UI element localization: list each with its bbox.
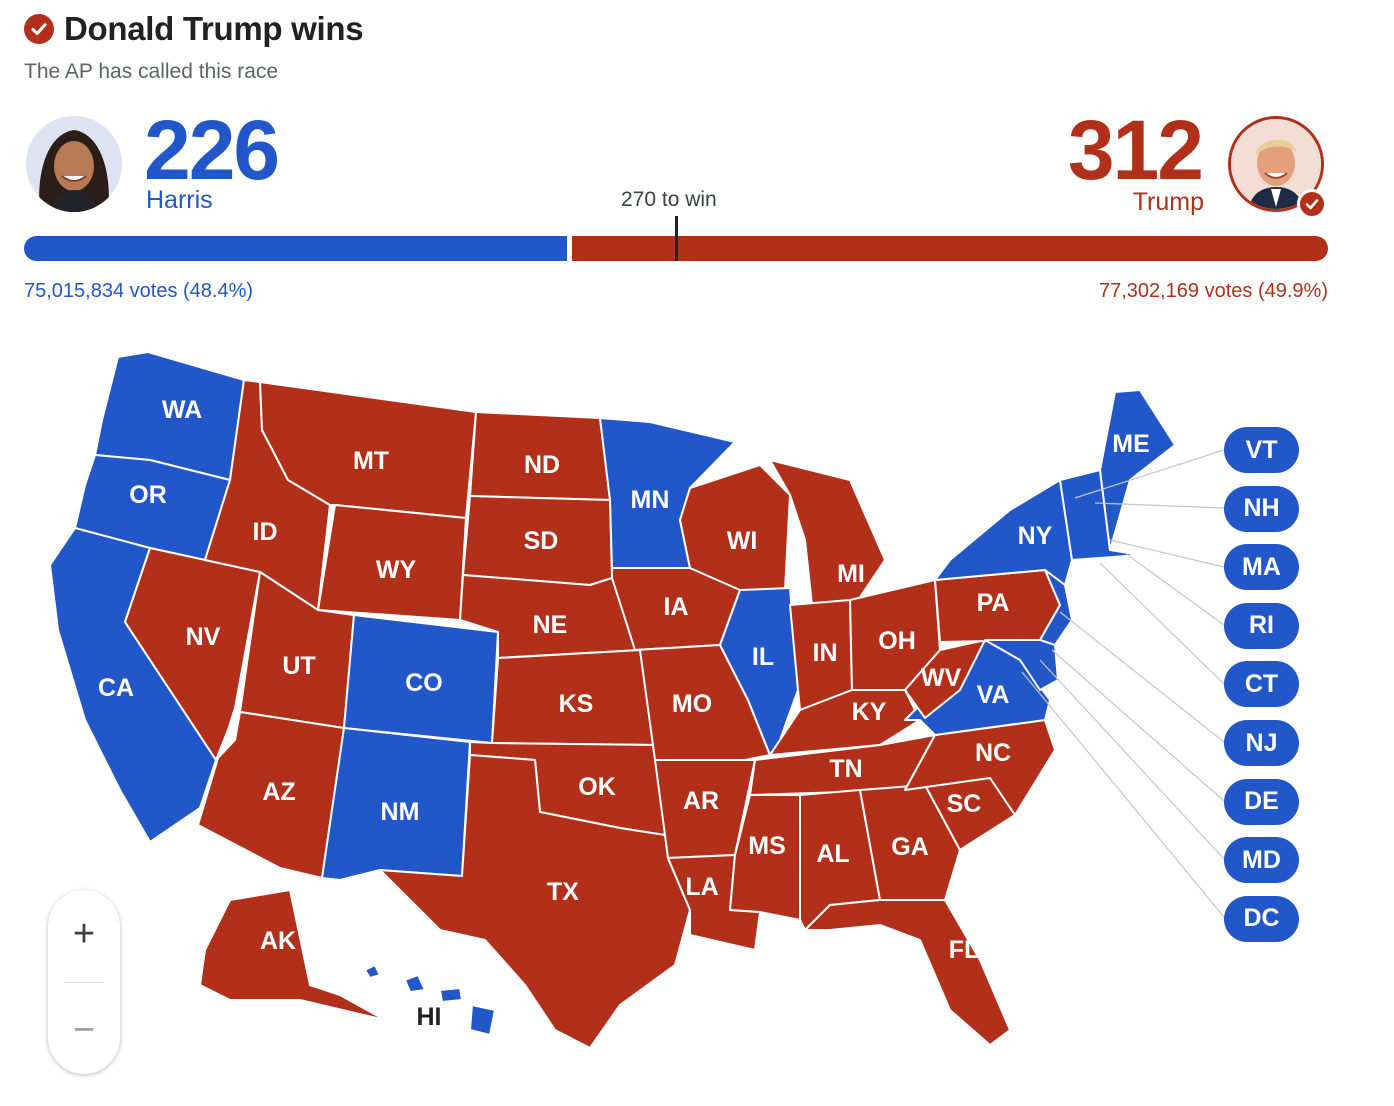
state-label-MS: MS: [748, 832, 786, 860]
zoom-in-button[interactable]: +: [72, 912, 96, 955]
state-label-TX: TX: [547, 878, 579, 906]
state-label-IA: IA: [664, 593, 689, 621]
state-KY[interactable]: [769, 689, 921, 756]
state-ME[interactable]: [1099, 389, 1176, 551]
state-AK[interactable]: [199, 889, 386, 1021]
state-HI[interactable]: [364, 964, 496, 1036]
state-label-AZ: AZ: [262, 778, 295, 806]
harris-electoral-votes: 226: [144, 103, 280, 197]
state-label-WV: WV: [921, 664, 962, 692]
state-label-MN: MN: [631, 486, 670, 514]
state-pill-MD[interactable]: MD: [1224, 837, 1299, 884]
state-label-AL: AL: [816, 840, 849, 868]
state-label-WY: WY: [376, 556, 417, 584]
state-WV[interactable]: [904, 639, 986, 719]
trump-electoral-votes: 312: [1067, 103, 1204, 197]
harris-avatar: [26, 116, 122, 212]
state-label-IL: IL: [752, 643, 774, 671]
state-label-ME: ME: [1112, 430, 1150, 458]
callout-lines: [1021, 449, 1225, 918]
state-label-MI: MI: [837, 560, 865, 588]
state-label-LA: LA: [685, 873, 718, 901]
state-label-KY: KY: [852, 698, 887, 726]
state-label-NC: NC: [975, 739, 1011, 767]
state-pill-DE[interactable]: DE: [1224, 778, 1299, 825]
callout-line-CT: [1099, 562, 1225, 685]
state-pill-MA[interactable]: MA: [1224, 544, 1299, 591]
trump-name: Trump: [1132, 188, 1204, 216]
trump-avatar: [1228, 116, 1324, 212]
state-label-SD: SD: [524, 527, 559, 555]
state-label-IN: IN: [813, 639, 838, 667]
state-FL[interactable]: [804, 899, 1011, 1046]
state-NE-region[interactable]: [1059, 469, 1141, 561]
state-label-NV: NV: [186, 623, 221, 651]
state-label-CO: CO: [405, 669, 443, 697]
state-label-AR: AR: [683, 787, 719, 815]
callout-line-VT: [1074, 449, 1225, 499]
state-label-MT: MT: [353, 447, 389, 475]
headline: Donald Trump wins: [24, 10, 364, 48]
zoom-out-button[interactable]: −: [72, 1008, 96, 1051]
state-label-MO: MO: [672, 690, 712, 718]
state-label-CA: CA: [98, 674, 134, 702]
state-label-TN: TN: [829, 755, 862, 783]
harris-ev-bar: [24, 236, 567, 261]
page-title: Donald Trump wins: [64, 10, 364, 47]
state-label-OR: OR: [129, 481, 167, 509]
state-label-KS: KS: [559, 690, 594, 718]
state-label-ID: ID: [253, 518, 278, 546]
state-pill-VT[interactable]: VT: [1224, 427, 1299, 473]
callout-line-MD: [1039, 659, 1225, 860]
state-label-VA: VA: [977, 681, 1010, 709]
state-label-NY: NY: [1018, 522, 1053, 550]
state-label-FL: FL: [949, 936, 980, 964]
state-label-HI: HI: [417, 1003, 442, 1031]
checkmark-icon: [24, 14, 54, 44]
state-label-GA: GA: [891, 833, 929, 861]
state-label-SC: SC: [947, 790, 982, 818]
threshold-marker: [675, 216, 678, 261]
state-label-OH: OH: [878, 627, 916, 655]
harris-name: Harris: [146, 186, 213, 214]
state-label-NE: NE: [533, 611, 568, 639]
state-pill-RI[interactable]: RI: [1224, 602, 1299, 649]
state-label-WA: WA: [162, 396, 202, 424]
race-status-subtitle: The AP has called this race: [24, 60, 279, 83]
state-pill-CT[interactable]: CT: [1224, 661, 1299, 708]
zoom-control: + −: [48, 890, 120, 1074]
zoom-divider: [64, 982, 104, 983]
winner-check-icon: [1297, 189, 1327, 219]
trump-popular-votes: 77,302,169 votes (49.9%): [1098, 280, 1328, 302]
callout-line-NJ: [1059, 611, 1225, 743]
state-label-AK: AK: [260, 927, 296, 955]
state-label-WI: WI: [727, 527, 758, 555]
callout-line-DE: [1051, 649, 1225, 802]
callout-line-RI: [1124, 552, 1225, 626]
trump-ev-bar: [572, 236, 1328, 261]
state-pill-NJ[interactable]: NJ: [1224, 720, 1299, 766]
state-label-NM: NM: [381, 798, 420, 826]
callout-line-DC: [1021, 671, 1225, 918]
state-pill-NH[interactable]: NH: [1224, 485, 1299, 532]
state-label-UT: UT: [282, 652, 315, 680]
harris-popular-votes: 75,015,834 votes (48.4%): [24, 280, 254, 302]
state-label-OK: OK: [578, 773, 616, 801]
state-pill-DC[interactable]: DC: [1224, 895, 1299, 942]
state-TX[interactable]: [379, 754, 691, 1049]
state-NY[interactable]: [934, 479, 1073, 586]
callout-line-NH: [1094, 502, 1225, 509]
state-label-PA: PA: [977, 589, 1010, 617]
threshold-label: 270 to win: [621, 188, 717, 211]
state-label-ND: ND: [524, 451, 560, 479]
callout-line-MA: [1109, 539, 1225, 568]
